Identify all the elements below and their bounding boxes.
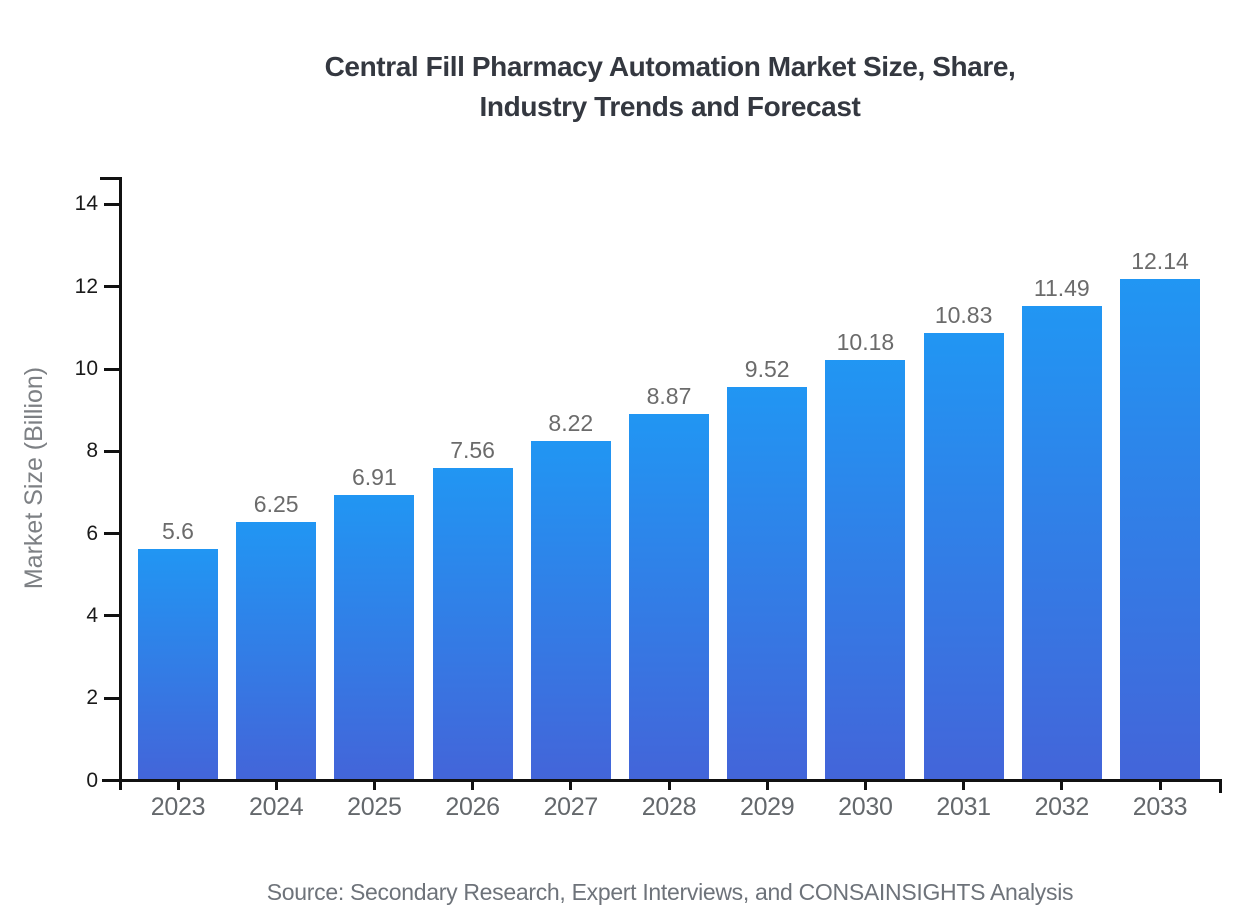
x-tick-2029 (765, 782, 769, 790)
x-axis-end-cap (1219, 779, 1222, 793)
y-tick-label-14: 14 (74, 192, 98, 216)
bar-2025 (334, 494, 415, 779)
x-category-label-2030: 2030 (838, 793, 893, 821)
bar-2023 (138, 548, 218, 779)
y-tick-8 (104, 449, 120, 453)
value-label-2030: 10.18 (836, 329, 895, 356)
bar-2031 (923, 333, 1004, 779)
y-tick-label-8: 8 (86, 439, 98, 463)
y-tick-12 (104, 285, 120, 289)
y-tick-4 (104, 614, 120, 618)
y-tick-10 (104, 367, 120, 371)
x-category-label-2026: 2026 (445, 793, 500, 821)
x-category-label-2024: 2024 (248, 793, 304, 821)
x-axis-line (102, 779, 1222, 782)
x-tick-2024 (274, 782, 278, 790)
y-axis-top-cap (100, 177, 122, 180)
x-category-label-2023: 2023 (150, 793, 206, 821)
x-category-label-2025: 2025 (347, 793, 402, 821)
value-label-2025: 6.91 (352, 463, 397, 490)
source-attribution: Source: Secondary Research, Expert Inter… (266, 879, 1074, 905)
bar-2029 (727, 387, 808, 779)
value-label-2031: 10.83 (934, 302, 993, 329)
y-tick-label-10: 10 (74, 357, 98, 380)
x-tick-2027 (569, 782, 573, 790)
x-tick-2031 (962, 782, 966, 790)
y-tick-label-4: 4 (86, 603, 98, 627)
value-label-2024: 6.25 (253, 490, 299, 517)
x-category-label-2029: 2029 (739, 793, 795, 821)
chart-title-line-1: Central Fill Pharmacy Automation Market … (324, 51, 1016, 82)
value-label-2026: 7.56 (450, 436, 495, 463)
x-category-label-2031: 2031 (936, 793, 991, 821)
x-tick-2030 (863, 782, 867, 790)
bar-2032 (1021, 306, 1102, 779)
y-tick-label-12: 12 (74, 274, 98, 298)
value-label-2027: 8.22 (548, 409, 594, 436)
value-label-2032: 11.49 (1033, 275, 1090, 302)
y-tick-label-6: 6 (86, 521, 98, 545)
chart-title: Central Fill Pharmacy Automation Market … (120, 47, 1220, 127)
x-category-label-2027: 2027 (543, 793, 599, 821)
bar-2028 (629, 413, 709, 779)
x-category-label-2032: 2032 (1034, 793, 1090, 821)
x-tick-2023 (176, 782, 180, 790)
y-tick-label-0: 0 (86, 768, 98, 792)
x-tick-2028 (667, 782, 671, 790)
value-label-2033: 12.14 (1131, 248, 1189, 275)
y-tick-14 (104, 202, 120, 206)
y-axis-line (118, 177, 122, 790)
value-label-2028: 8.87 (646, 382, 692, 409)
x-tick-2026 (471, 782, 475, 790)
y-tick-label-2: 2 (86, 686, 98, 710)
bar-2033 (1120, 279, 1200, 779)
bar-2027 (530, 440, 611, 779)
x-category-label-2033: 2033 (1132, 793, 1188, 821)
y-tick-2 (104, 696, 120, 700)
x-category-label-2028: 2028 (641, 793, 697, 821)
bar-2024 (236, 521, 317, 779)
value-label-2023: 5.6 (162, 517, 194, 544)
x-tick-2033 (1158, 782, 1162, 790)
chart-title-line-2: Industry Trends and Forecast (479, 91, 861, 122)
y-tick-0 (104, 779, 120, 782)
y-tick-6 (104, 532, 120, 536)
bar-2026 (432, 467, 513, 779)
x-tick-2025 (372, 782, 376, 790)
bar-2030 (825, 360, 906, 779)
x-tick-2032 (1060, 782, 1064, 790)
value-label-2029: 9.52 (744, 356, 790, 383)
